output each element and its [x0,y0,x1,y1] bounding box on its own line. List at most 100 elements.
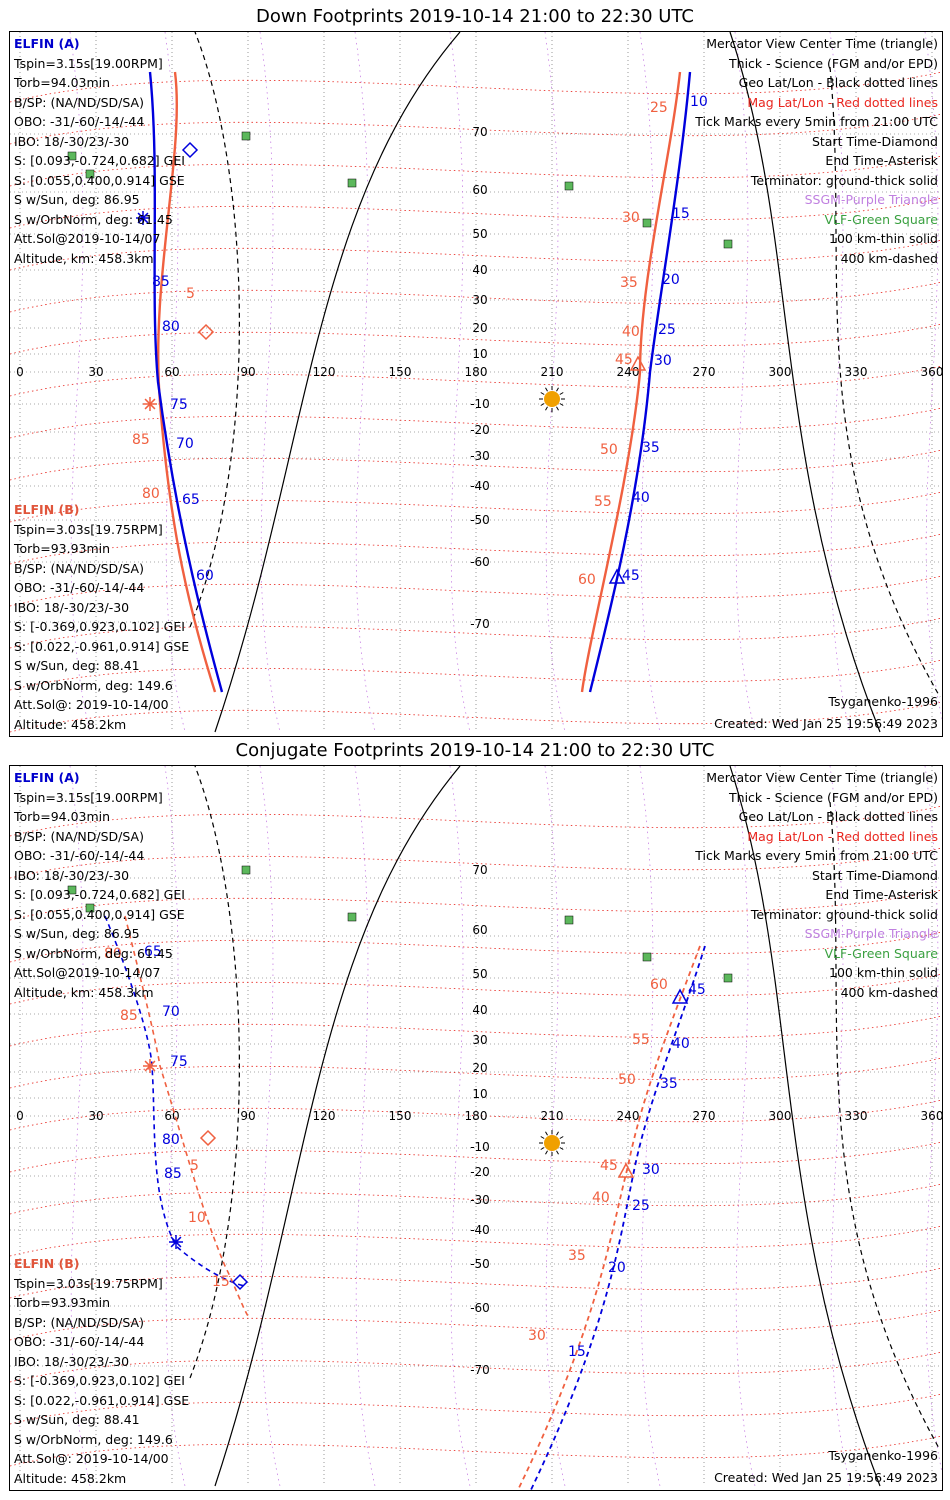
elfin-a-end-asterisk [170,1236,182,1248]
longitude-tick-label: 270 [693,1109,716,1123]
terminator-line [729,766,881,1487]
mag-longitude-line [449,766,471,1487]
mag-longitude-line [259,766,281,1487]
mag-latitude-line [10,281,942,313]
mag-latitude-line [10,1225,942,1257]
latitude-tick-label: 60 [472,923,487,937]
sun-ray [559,1147,564,1150]
mag-longitude-line [639,766,661,1487]
latitude-tick-label: 30 [472,293,487,307]
elfin-b-end-asterisk [144,1060,156,1072]
vlf-station-square [241,131,251,141]
elfin-b-label: ELFIN (B) [14,502,80,517]
sun-ray [545,406,548,411]
elfin-a-s-gse: S: [0.055,0.400,0.914] GSE [14,906,185,922]
latitude-tick-label: -20 [470,1165,490,1179]
vlf-station-square [347,178,357,188]
elfin-b-obo: OBO: -31/-60/-14/-44 [14,580,145,595]
legend-start-time: Start Time-Diamond [811,867,938,883]
elfin-a-tick-label: 15 [568,1344,586,1360]
legend-center-time: Mercator View Center Time (triangle) [706,36,938,51]
mag-latitude-line [10,155,942,187]
sun-ray [540,1147,545,1150]
elfin-a-tick-label: 65 [182,492,200,508]
mag-longitude-line [734,766,756,1487]
legend-center-time: Mercator View Center Time (triangle) [706,770,938,785]
vlf-station-square [642,952,652,962]
mag-latitude-line [10,113,942,145]
elfin-b-track [124,915,249,1317]
mag-longitude-line [354,766,376,1487]
elfin-b-tick-label: 50 [600,442,618,458]
elfin-a-tick-label: 45 [622,568,640,584]
map-legend: Mercator View Center Time (triangle) Thi… [695,34,938,268]
sun-ray [540,1136,545,1139]
latitude-tick-label: -30 [470,1193,490,1207]
elfin-a-torb: Torb=94.03min [14,809,111,824]
elfin-b-track [516,945,701,1490]
elfin-a-tick-label: 35 [642,440,660,456]
mag-latitude-line [10,449,942,481]
elfin-b-tick-label: 60 [578,572,596,588]
elfin-b-s-gei: S: [-0.369,0.923,0.102] GEI [14,619,185,634]
sun-ray [545,387,548,392]
terminator-line [729,32,881,733]
longitude-tick-label: 360 [921,1109,942,1123]
legend-400km: 400 km-dashed [840,250,938,266]
elfin-b-tick-label: 60 [650,977,668,993]
map-legend-conjugate: Mercator View Center Time (triangle) Thi… [695,768,938,1002]
elfin-b-altitude: Altitude: 458.2km [14,1470,127,1486]
legend-start-time: Start Time-Diamond [811,133,938,149]
longitude-tick-label: 300 [769,365,792,379]
latitude-tick-label: -40 [470,1223,490,1237]
elfin-b-start-diamond [197,323,215,341]
elfin-a-start-diamond [181,141,199,159]
longitude-tick-label: 210 [541,365,564,379]
elfin-b-attsol: Att.Sol@: 2019-10-14/00 [14,697,169,712]
elfin-a-tick-label: 75 [170,397,188,413]
vlf-station-square [564,181,574,191]
elfin-b-tick-label: 40 [622,324,640,340]
legend-geo-grid: Geo Lat/Lon - Black dotted lines [738,809,938,824]
sun-icon [544,1135,560,1151]
mag-latitude-line [10,533,942,565]
mag-latitude-line [10,889,942,921]
elfin-a-track [529,945,706,1490]
elfin-b-sun: S w/Sun, deg: 88.41 [14,1412,140,1427]
longitude-tick-label: 180 [465,365,488,379]
mag-latitude-line [10,365,942,397]
latitude-tick-label: -70 [470,617,490,631]
elfin-b-tick-label: 5 [190,1158,199,1174]
elfin-a-tick-label: 65 [144,944,162,960]
latitude-tick-label: 10 [472,347,487,361]
mag-longitude-line [449,32,471,733]
longitude-tick-label: 0 [16,1109,24,1123]
legend-vlf: VLF-Green Square [824,945,938,961]
elfin-a-tick-label: 80 [162,1132,180,1148]
elfin-b-tick-label: 10 [188,1210,206,1226]
legend-mag-grid: Mag Lat/Lon - Red dotted lines [747,94,938,110]
elfin-b-altitude: Altitude: 458.2km [14,716,127,732]
mag-longitude-line [829,766,851,1487]
elfin-b-center-triangle [617,1162,635,1178]
legend-end-time: End Time-Asterisk [825,887,938,902]
elfin-b-tick-label: 45 [600,1158,618,1174]
elfin-b-info-conjugate: ELFIN (B) Tspin=3.03s[19.75RPM] Torb=93.… [14,1254,189,1488]
elfin-a-info: ELFIN (A) Tspin=3.15s[19.00RPM] Torb=94.… [14,34,185,268]
latitude-tick-label: 60 [472,183,487,197]
vlf-station-square [347,912,357,922]
mag-latitude-line [10,617,942,649]
elfin-b-tick-label: 80 [142,486,160,502]
longitude-tick-label: 150 [389,1109,412,1123]
model-label: Tsyganenko-1996 [828,1448,938,1463]
elfin-b-tick-label: 45 [615,352,633,368]
elfin-a-tick-label: 35 [660,1076,678,1092]
sun-ray [545,1150,548,1155]
mag-latitude-line [10,659,942,691]
mag-longitude-line [639,32,661,733]
legend-ssgm: SSGM-Purple Triangle [804,192,938,207]
elfin-a-tick-label: 20 [608,1260,626,1276]
legend-400km: 400 km-dashed [840,984,938,1000]
elfin-a-tick-label: 60 [196,568,214,584]
down-footprints-map: 0 30 60 90 120 150 180 210 240 270 300 330 360 70 60 50… [10,32,942,733]
